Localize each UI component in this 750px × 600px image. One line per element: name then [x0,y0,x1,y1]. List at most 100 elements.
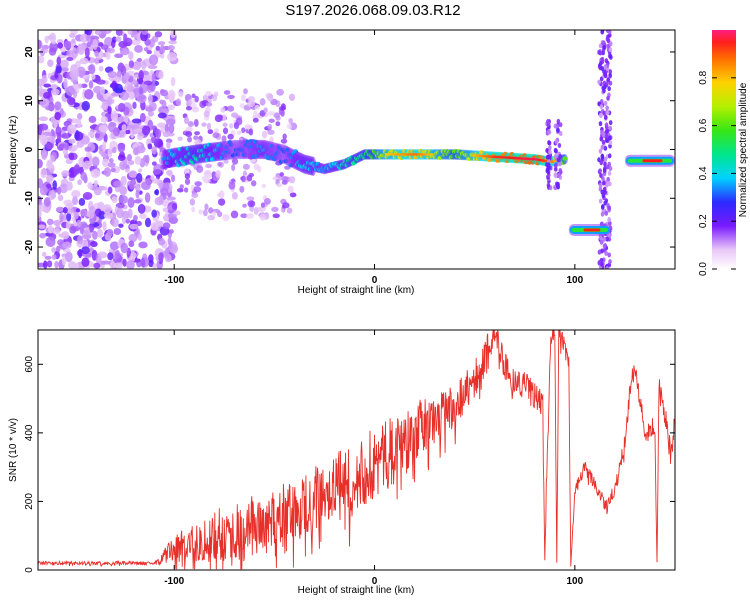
noise-blob [61,133,71,139]
x-tick-label: 100 [566,576,583,587]
noise-blob [107,148,113,158]
signal-core [486,155,491,158]
noise-blob [63,40,72,49]
noise-blob [111,36,117,43]
noise-blob [73,83,79,90]
noise-blob [288,176,296,184]
noise-blob [65,221,71,230]
noise-blob [124,167,130,173]
signal-core [525,157,530,161]
noise-blob [166,196,176,201]
noise-blob [51,40,56,45]
noise-blob [45,183,52,189]
noise-blob [38,210,42,218]
streak-blob [558,131,563,137]
signal-core [507,156,512,160]
noise-blob [80,208,88,217]
noise-blob [93,262,101,269]
noise-blob [168,40,178,45]
noise-blob [191,93,196,99]
x-tick-label: 100 [566,275,583,286]
streak-blob [600,204,605,210]
noise-blob [67,124,77,135]
noise-blob [103,167,111,177]
noise-blob [217,161,222,167]
y-tick-label: 0 [24,146,35,152]
noise-blob [50,88,60,96]
noise-blob [231,191,238,200]
signal-core [489,155,494,158]
streak-blob [604,137,609,143]
streak-blob [599,136,604,142]
noise-blob [134,45,143,53]
spectrogram-x-ticks: -100 0 100 [164,30,584,286]
noise-blob [39,185,48,196]
noise-blob [114,53,124,59]
noise-blob [132,147,139,156]
noise-blob [272,213,280,219]
noise-blob [79,57,89,65]
noise-blob [230,210,239,219]
noise-blob [132,30,138,38]
signal-core [387,153,392,156]
noise-blob [286,207,293,214]
noise-blob [275,121,281,127]
streak-blob [607,170,612,176]
noise-blob [132,79,138,86]
noise-blob [157,112,167,119]
signal-core [522,157,527,160]
noise-blob [39,134,48,146]
streak-blob [604,128,609,134]
snr-x-axis-label: Height of straight line (km) [298,585,415,596]
noise-blob [252,117,259,123]
noise-blob [152,262,157,269]
spectrogram-y-ticks: 20 10 0 -10 -20 [24,46,675,254]
noise-blob [184,178,191,186]
noise-blob [126,247,132,259]
noise-blob [152,168,162,175]
noise-blob [236,117,243,126]
streak-blob [608,166,613,172]
colorbar-tick-label: 0.6 [698,118,709,132]
noise-blob [140,60,147,70]
noise-blob [107,71,118,78]
noise-blob [52,228,61,235]
noise-blob [57,42,64,49]
noise-blob [68,261,77,269]
noise-blob [57,239,65,246]
noise-blob [230,112,239,118]
streak-blob [599,160,604,166]
noise-blob [185,106,193,111]
noise-blob [248,128,254,136]
streak-blob [553,173,558,179]
noise-blob [61,66,69,72]
noise-blob [138,87,144,96]
noise-blob [129,223,139,230]
noise-blob [204,90,213,97]
streak-blob [553,147,558,153]
noise-blob [84,89,94,100]
noise-blob [128,91,135,100]
noise-blob [46,218,54,226]
streak-blob [602,44,607,50]
noise-blob [131,118,142,124]
noise-blob [254,104,261,110]
noise-blob [127,208,133,219]
noise-blob [78,198,86,206]
noise-blob [44,35,49,44]
streak-blob [548,149,552,155]
noise-blob [144,217,152,228]
streak-blob [607,30,612,35]
streak-blob [599,76,604,82]
noise-blob [38,116,49,122]
streak-blob [546,119,550,125]
noise-blob [158,71,164,80]
noise-blob [63,206,68,214]
signal-core [477,154,482,158]
noise-blob [140,257,146,268]
y-tick-label: -10 [24,191,35,206]
noise-blob [60,59,69,68]
noise-blob [138,168,143,173]
noise-blob [122,48,128,56]
